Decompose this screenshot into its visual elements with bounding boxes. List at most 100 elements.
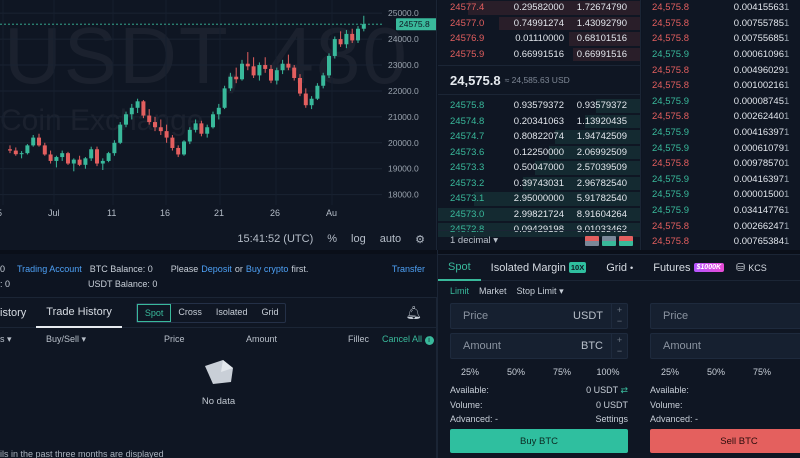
btc-balance: BTC Balance: 0	[89, 264, 153, 274]
buy-btc-button[interactable]: Buy BTC	[450, 429, 628, 453]
trading-account-link[interactable]: Trading Account	[17, 264, 82, 274]
view-mode-asks-icon[interactable]	[585, 235, 599, 246]
type-limit[interactable]: Limit	[450, 286, 470, 296]
buy-pct-25[interactable]: 25%	[460, 367, 479, 377]
candle-body	[269, 68, 273, 81]
trade-amount: 0.00755785	[733, 17, 784, 29]
tab-futures[interactable]: Futures $1000K	[643, 255, 734, 281]
recent-trades: 24,575.8 0.00415563 1 24,575.8 0.00755785 1 24…	[642, 0, 800, 250]
ask-row[interactable]: 24577.0 0.74991274 1.43092790	[438, 16, 640, 32]
buy-price-stepper[interactable]: + −	[611, 304, 627, 328]
buy-form: Price USDT + − Amount BTC + − 25% 50% 75% …	[450, 303, 628, 427]
candle-body	[100, 160, 105, 164]
bell-icon[interactable]: 🔔︎	[405, 304, 422, 320]
sell-amount-input[interactable]: Amount +−	[650, 333, 800, 359]
log-toggle[interactable]: log	[351, 233, 366, 245]
trade-row: 24,575.9 0.00061079 1	[642, 140, 800, 156]
sell-pct-100[interactable]: 1	[788, 365, 800, 379]
candle-body	[60, 153, 65, 158]
ask-total: 1.72674790	[576, 2, 627, 14]
bid-price: 24574.8	[450, 115, 485, 127]
auto-toggle[interactable]: auto	[379, 233, 402, 245]
type-stop-limit[interactable]: Stop Limit ▾	[516, 285, 564, 296]
order-tabs: Spot Isolated Margin 10X Grid • Futures $10…	[438, 255, 800, 281]
bid-total: 1.13920435	[576, 115, 627, 127]
swap-icon[interactable]: ⇄	[620, 384, 628, 395]
type-market[interactable]: Market	[479, 286, 507, 296]
sell-pct-50[interactable]: 50%	[706, 367, 725, 377]
bid-row[interactable]: 24573.3 0.50047000 2.57039509	[438, 160, 640, 176]
buy-price-unit: USDT	[573, 310, 603, 322]
buy-amount-input[interactable]: Amount BTC + −	[450, 333, 628, 359]
sell-pct-25[interactable]: 25%	[660, 367, 679, 377]
tab-isolated-margin[interactable]: Isolated Margin 10X	[481, 255, 597, 281]
tab-spot[interactable]: Spot	[438, 255, 481, 281]
candlestick-plot[interactable]: 25000.0 24000.0 23000.0 22000.0 21000.0 20000…	[0, 0, 437, 228]
orderbook-footer: 1 decimal ▾	[438, 230, 640, 250]
tab-grid-label: Grid	[606, 261, 627, 274]
tab-grid[interactable]: Grid •	[596, 255, 643, 281]
candle-body	[182, 141, 186, 155]
col-type-caret[interactable]: s ▾	[0, 333, 12, 344]
bid-row[interactable]: 24572.8 0.09429198 9.01033462	[438, 222, 640, 238]
candle-body	[344, 33, 349, 45]
bid-total: 1.94742509	[576, 131, 627, 143]
buy-price-input[interactable]: Price USDT + −	[450, 303, 628, 329]
trade-price: 24,575.8	[652, 80, 689, 92]
sell-pct-75[interactable]: 75%	[752, 367, 771, 377]
buy-settings-link[interactable]: Settings	[595, 414, 628, 425]
sell-btc-button[interactable]: Sell BTC	[650, 429, 800, 453]
price-chart[interactable]: USDT, 480 Coin Exchange 25000.0 24000.0 23…	[0, 0, 437, 250]
candle-body	[251, 66, 256, 76]
gear-icon[interactable]: ⚙	[415, 233, 425, 246]
filter-isolated[interactable]: Isolated	[215, 306, 248, 317]
buy-crypto-link[interactable]: Buy crypto	[245, 264, 289, 274]
tab-trade-history[interactable]: Trade History	[36, 298, 122, 328]
buy-pct-50[interactable]: 50%	[506, 367, 525, 377]
cancel-all-label: Cancel All	[382, 333, 423, 344]
x-tick-label: Jul	[48, 208, 60, 218]
deposit-link[interactable]: Deposit	[201, 264, 232, 274]
trade-time: 1	[784, 205, 790, 217]
ask-row[interactable]: 24576.9 0.01110000 0.68101516	[438, 31, 640, 47]
cancel-all-button[interactable]: Cancel All i	[382, 334, 434, 345]
candle-body	[13, 150, 18, 155]
bid-row[interactable]: 24573.0 2.99821724 8.91604264	[438, 207, 640, 223]
ask-amount: 0.01110000	[515, 33, 564, 45]
filter-grid[interactable]: Grid	[261, 306, 279, 317]
tab-kcs[interactable]: ⛁ KCS	[734, 255, 777, 281]
bid-row[interactable]: 24574.8 0.20341063 1.13920435	[438, 114, 640, 130]
bid-row[interactable]: 24574.7 0.80822074 1.94742509	[438, 129, 640, 145]
bid-row[interactable]: 24573.2 0.39743031 2.96782540	[438, 176, 640, 192]
view-mode-bids-icon[interactable]	[619, 235, 633, 246]
view-mode-both-icon[interactable]	[602, 235, 616, 246]
trade-row: 24,575.8 0.00100216 1	[642, 78, 800, 94]
trade-price: 24,575.9	[652, 173, 689, 185]
filter-spot[interactable]: Spot	[136, 303, 172, 322]
buy-amount-unit: BTC	[581, 340, 603, 352]
trade-time: 1	[784, 158, 790, 170]
depth-bar	[549, 145, 640, 159]
sell-price-input[interactable]: Price +−	[650, 303, 800, 329]
trade-time: 1	[784, 49, 790, 61]
bid-row[interactable]: 24573.1 2.95000000 5.91782540	[438, 191, 640, 207]
x-tick-label: 26	[270, 208, 280, 218]
buy-pct-100[interactable]: 100%	[596, 367, 620, 377]
col-buy-sell[interactable]: Buy/Sell ▾	[46, 333, 87, 344]
precision-select[interactable]: 1 decimal ▾	[450, 235, 499, 246]
buy-pct-75[interactable]: 75%	[552, 367, 571, 377]
transfer-link[interactable]: Transfer	[391, 264, 425, 274]
bid-row[interactable]: 24573.6 0.12250000 2.06992509	[438, 145, 640, 161]
trade-amount: 0.00001500	[733, 189, 784, 201]
candle-body	[106, 153, 111, 161]
tab-order-history[interactable]: istory	[0, 306, 27, 319]
ask-row[interactable]: 24577.4 0.29582000 1.72674790	[438, 0, 640, 16]
percent-toggle[interactable]: %	[327, 233, 338, 245]
buy-amount-stepper[interactable]: + −	[611, 334, 627, 358]
sell-form: Price +− Amount +− 25% 50% 75% 1 Availab…	[650, 303, 800, 427]
ask-row[interactable]: 24575.9 0.66991516 0.66991516	[438, 47, 640, 63]
ask-amount: 0.66991516	[513, 48, 564, 60]
bid-row[interactable]: 24575.8 0.93579372 0.93579372	[438, 98, 640, 114]
candle-body	[350, 33, 355, 41]
filter-cross[interactable]: Cross	[178, 306, 202, 317]
